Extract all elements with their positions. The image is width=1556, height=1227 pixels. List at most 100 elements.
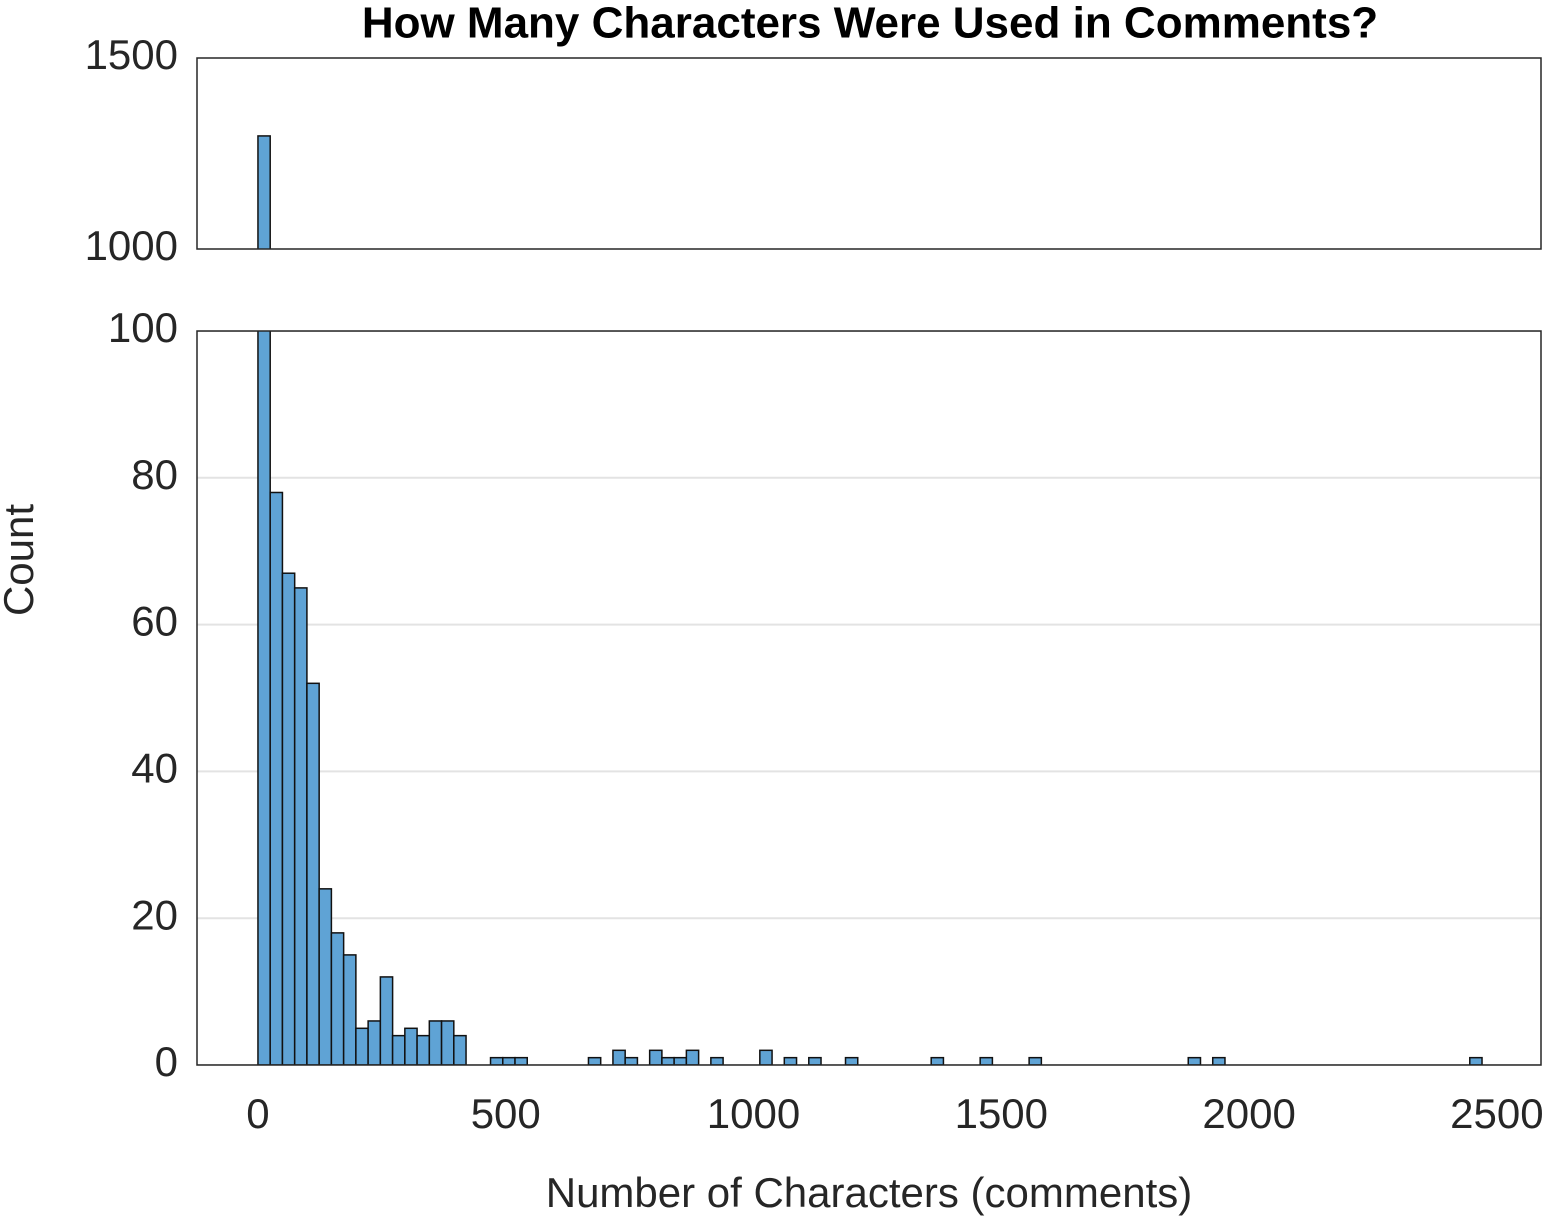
- histogram-bar: [808, 1056, 822, 1065]
- histogram-bar: [1139, 259, 1151, 631]
- histogram-bar: [711, 259, 723, 631]
- histogram-bar: [527, 259, 539, 631]
- histogram-bar: [1078, 259, 1090, 631]
- histogram-bar: [1127, 259, 1139, 631]
- histogram-bar: [650, 259, 662, 630]
- histogram-bar: [1458, 259, 1470, 631]
- histogram-bar: [821, 259, 833, 631]
- histogram-bar: [1152, 259, 1164, 631]
- histogram-bar: [637, 259, 649, 631]
- histogram-bar: [576, 259, 588, 631]
- histogram-bar: [429, 259, 441, 629]
- histogram-bar: [281, 572, 296, 1065]
- histogram-bar: [759, 1049, 773, 1065]
- histogram-bar: [428, 1020, 443, 1065]
- y-tick-label: 100: [108, 304, 178, 351]
- bottom-panel: [197, 331, 1541, 1065]
- histogram-bar: [306, 682, 320, 1065]
- histogram-bar: [673, 1056, 688, 1065]
- histogram-bar: [478, 259, 490, 631]
- histogram-bar: [1469, 1056, 1483, 1065]
- histogram-bar: [992, 259, 1004, 631]
- histogram-bar: [661, 1056, 675, 1065]
- histogram-bar: [735, 259, 747, 631]
- histogram-bar: [1041, 259, 1053, 631]
- histogram-bar: [1176, 259, 1188, 631]
- histogram-bar: [502, 1056, 516, 1065]
- bottom-frame: [196, 330, 1542, 1066]
- histogram-bar: [307, 259, 319, 611]
- chart-title: How Many Characters Were Used in Comment…: [362, 0, 1378, 48]
- y-tick-label: 60: [131, 598, 178, 645]
- histogram-bar: [612, 1049, 626, 1065]
- histogram-bar: [1066, 259, 1078, 631]
- histogram-bar: [417, 259, 429, 629]
- histogram-bar: [1335, 259, 1347, 631]
- histogram-bar: [748, 259, 760, 631]
- histogram-bar: [391, 1034, 406, 1065]
- histogram-bar: [710, 1056, 724, 1065]
- x-tick-label: 2000: [1202, 1090, 1295, 1137]
- histogram-bar: [894, 259, 906, 631]
- x-axis-label: Number of Characters (comments): [546, 1169, 1193, 1216]
- histogram-bar: [440, 1020, 455, 1065]
- top-panel: [257, 135, 1470, 631]
- histogram-bar: [1323, 259, 1335, 631]
- histogram-bar: [588, 259, 600, 631]
- histogram-bar: [319, 259, 331, 622]
- histogram-bar: [1200, 259, 1212, 631]
- x-tick-label: 0: [246, 1090, 269, 1137]
- histogram-bar: [1115, 259, 1127, 631]
- histogram-bar: [858, 259, 870, 631]
- histogram-bar: [601, 259, 613, 631]
- histogram-bar: [648, 1049, 663, 1065]
- histogram-bar: [416, 1034, 431, 1065]
- histogram-bar: [1384, 259, 1396, 631]
- histogram-bar: [282, 259, 294, 605]
- histogram-bar: [293, 587, 308, 1065]
- histogram-bar: [393, 259, 405, 629]
- y-tick-label: 20: [131, 891, 178, 938]
- histogram-bar: [1433, 259, 1445, 631]
- histogram-bar: [1164, 259, 1176, 631]
- histogram-bar: [442, 259, 454, 629]
- x-tick-label: 500: [471, 1090, 541, 1137]
- histogram-bar: [367, 1020, 382, 1065]
- histogram-bar: [587, 1056, 602, 1065]
- histogram-bar: [1372, 259, 1384, 631]
- x-tick-label: 2500: [1450, 1090, 1543, 1137]
- histogram-bar: [330, 932, 345, 1065]
- histogram-bar: [1396, 259, 1408, 631]
- histogram-bar: [257, 135, 271, 249]
- histogram-bar: [797, 259, 809, 631]
- histogram-bar: [257, 331, 271, 1065]
- histogram-bar: [503, 259, 515, 631]
- y-axis-label: Count: [0, 504, 42, 616]
- histogram-bar: [1360, 259, 1372, 631]
- histogram-bar: [624, 1056, 639, 1065]
- histogram-bar: [1347, 259, 1359, 631]
- histogram-bar: [295, 259, 307, 606]
- histogram-bar: [1090, 259, 1102, 631]
- x-tick-label: 1000: [707, 1090, 800, 1137]
- histogram-bar: [1298, 259, 1310, 631]
- histogram-bar: [1421, 259, 1433, 631]
- histogram-bar: [344, 259, 356, 625]
- histogram-bar: [980, 259, 992, 631]
- histogram-bar: [379, 976, 394, 1065]
- top-frame: [196, 57, 1542, 250]
- histogram-bar: [979, 1056, 994, 1065]
- histogram-bar: [844, 1056, 859, 1065]
- histogram-bar: [331, 259, 343, 624]
- histogram-bar: [760, 259, 772, 630]
- y-tick-label: 40: [131, 744, 178, 791]
- histogram-bar: [783, 1056, 798, 1065]
- histogram-bar: [1188, 259, 1200, 631]
- y-tick-label: 1000: [85, 222, 178, 269]
- histogram-bar: [943, 259, 955, 631]
- histogram-bar: [686, 259, 698, 630]
- histogram-bar: [930, 1056, 945, 1065]
- histogram-bar: [405, 259, 417, 629]
- histogram-bar: [453, 1034, 467, 1065]
